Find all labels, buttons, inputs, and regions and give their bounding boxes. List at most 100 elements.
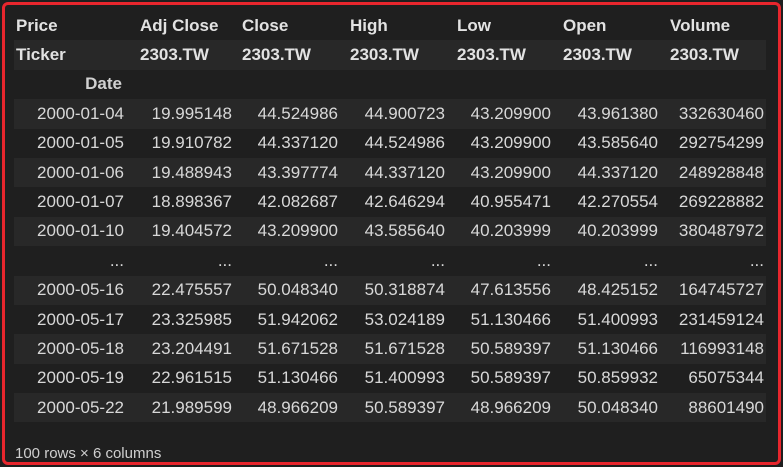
index-name-label: Date — [85, 74, 122, 94]
table-cell: 43.209900 — [470, 103, 551, 123]
header-cell: 2303.TW — [563, 45, 632, 65]
table-cell: 44.900723 — [364, 103, 445, 123]
table-cell: 51.942062 — [257, 309, 338, 329]
table-cell: 292754299 — [678, 133, 764, 153]
table-cell: 50.589397 — [364, 397, 445, 417]
table-cell: 248928848 — [678, 162, 764, 182]
table-cell: 44.337120 — [257, 133, 338, 153]
table-cell: 40.955471 — [470, 192, 551, 212]
table-row: 2000-05-17 23.325985 51.942062 53.024189 51.… — [14, 305, 766, 334]
table-cell: 43.209900 — [470, 162, 551, 182]
table-cell: ... — [323, 250, 338, 270]
table-cell: ... — [536, 250, 551, 270]
table-cell: 51.130466 — [577, 338, 658, 358]
row-index-date: 2000-01-10 — [37, 221, 124, 241]
table-cell: 51.130466 — [257, 368, 338, 388]
table-cell: ... — [430, 250, 445, 270]
table-cell: 51.400993 — [577, 309, 658, 329]
index-name-row: Date — [14, 70, 766, 99]
table-cell: 19.995148 — [151, 103, 232, 123]
table-row: 2000-01-05 19.910782 44.337120 44.524986 43.… — [14, 129, 766, 158]
header-cell: Price — [16, 15, 58, 35]
table-cell: 44.524986 — [257, 103, 338, 123]
row-index-date: 2000-01-06 — [37, 162, 124, 182]
table-cell: 43.397774 — [257, 162, 338, 182]
table-cell: 48.966209 — [257, 397, 338, 417]
table-cell: 380487972 — [678, 221, 764, 241]
row-index-date: 2000-05-17 — [37, 309, 124, 329]
table-body: 2000-01-04 19.995148 44.524986 44.900723 43.… — [14, 99, 766, 423]
table-cell: 43.209900 — [257, 221, 338, 241]
table-cell: 42.646294 — [364, 192, 445, 212]
row-index-date: ... — [109, 250, 124, 270]
row-count-summary: 100 rows × 6 columns — [15, 445, 162, 462]
table-row: 2000-01-04 19.995148 44.524986 44.900723 43.… — [14, 99, 766, 129]
table-cell: 40.203999 — [577, 221, 658, 241]
table-cell: 43.585640 — [364, 221, 445, 241]
table-row: ..................... — [14, 246, 766, 275]
header-cell: 2303.TW — [350, 45, 419, 65]
header-cell: Ticker — [16, 45, 66, 65]
table-cell: 42.082687 — [257, 192, 338, 212]
header-cell: Adj Close — [140, 15, 219, 35]
header-row-price: Price Adj Close Close High Low Open Volu… — [14, 11, 766, 40]
table-cell: 65075344 — [688, 368, 764, 388]
table-cell: 43.961380 — [577, 103, 658, 123]
table-cell: 21.989599 — [151, 397, 232, 417]
row-index-date: 2000-01-04 — [37, 103, 124, 123]
table-cell: 18.898367 — [151, 192, 232, 212]
row-index-date: 2000-05-18 — [37, 338, 124, 358]
table-cell: 50.589397 — [470, 368, 551, 388]
header-cell: 2303.TW — [670, 45, 739, 65]
header-cell: High — [350, 15, 388, 35]
table-cell: 23.325985 — [151, 309, 232, 329]
table-cell: ... — [749, 250, 764, 270]
table-row: 2000-05-16 22.475557 50.048340 50.318874 47.… — [14, 275, 766, 305]
table-cell: 231459124 — [678, 309, 764, 329]
table-cell: 19.404572 — [151, 221, 232, 241]
table-cell: 44.524986 — [364, 133, 445, 153]
table-cell: 19.488943 — [151, 162, 232, 182]
table-row: 2000-01-10 19.404572 43.209900 43.585640 40.… — [14, 216, 766, 247]
table-cell: 40.203999 — [470, 221, 551, 241]
row-index-date: 2000-05-22 — [37, 397, 124, 417]
row-index-date: 2000-01-05 — [37, 133, 124, 153]
table-cell: 50.589397 — [470, 338, 551, 358]
dataframe-table: Price Adj Close Close High Low Open Volu… — [14, 11, 766, 423]
table-cell: 269228882 — [678, 192, 764, 212]
table-row: 2000-05-22 21.989599 48.966209 50.589397 48.… — [14, 393, 766, 423]
table-cell: 43.585640 — [577, 133, 658, 153]
table-cell: 50.048340 — [257, 280, 338, 300]
table-row: 2000-05-19 22.961515 51.130466 51.400993 50.… — [14, 364, 766, 393]
header-cell: Open — [563, 15, 607, 35]
table-cell: 88601490 — [688, 397, 764, 417]
table-cell: 164745727 — [678, 280, 764, 300]
table-cell: 22.475557 — [151, 280, 232, 300]
table-cell: ... — [217, 250, 232, 270]
table-cell: 116993148 — [680, 338, 764, 358]
table-cell: 43.209900 — [470, 133, 551, 153]
table-cell: ... — [643, 250, 658, 270]
table-cell: 48.966209 — [470, 397, 551, 417]
table-cell: 50.318874 — [364, 280, 445, 300]
table-row: 2000-01-07 18.898367 42.082687 42.646294 40.… — [14, 187, 766, 216]
table-cell: 53.024189 — [364, 309, 445, 329]
table-cell: 332630460 — [678, 103, 764, 123]
row-index-date: 2000-05-16 — [37, 280, 124, 300]
table-cell: 51.671528 — [364, 338, 445, 358]
header-cell: Close — [242, 15, 289, 35]
header-cell: Volume — [670, 15, 731, 35]
table-cell: 50.048340 — [577, 397, 658, 417]
table-cell: 47.613556 — [470, 280, 551, 300]
table-cell: 51.671528 — [257, 338, 338, 358]
table-cell: 22.961515 — [151, 368, 232, 388]
header-cell: Low — [457, 15, 491, 35]
table-row: 2000-05-18 23.204491 51.671528 51.671528 50.… — [14, 334, 766, 364]
table-row: 2000-01-06 19.488943 43.397774 44.337120 43.… — [14, 157, 766, 188]
table-cell: 51.400993 — [364, 368, 445, 388]
table-cell: 48.425152 — [577, 280, 658, 300]
header-row-ticker: Ticker 2303.TW 2303.TW 2303.TW 2303.TW 2… — [14, 40, 766, 70]
row-index-date: 2000-05-19 — [37, 368, 124, 388]
table-cell: 42.270554 — [577, 192, 658, 212]
